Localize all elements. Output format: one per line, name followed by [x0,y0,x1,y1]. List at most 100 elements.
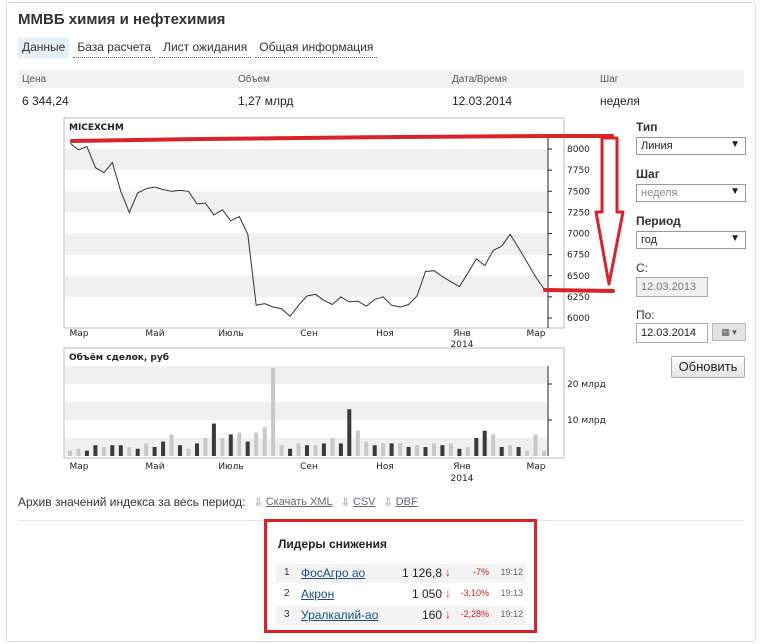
x-tick-label: Июль [218,329,243,339]
calendar-icon: ▦ ▾ [721,327,737,337]
volume-bar [499,447,504,456]
arrow-down-icon: ↓ [445,607,451,621]
volume-bar [195,443,199,456]
step-select[interactable]: неделя ▼ [636,184,746,202]
period-select[interactable]: год ▼ [636,231,746,249]
volume-y-ticks: 20 млрд 10 млрд [548,380,606,426]
volume-bar [508,445,513,456]
x-tick-label: Сен [300,462,318,472]
y-tick-label: 7000 [567,230,590,240]
x-tick-label: Сен [300,329,318,339]
leader-change: -3,10% [460,588,489,598]
download-xml-link[interactable]: Скачать XML [265,496,333,508]
red-annotation [70,134,625,293]
calendar-button[interactable]: ▦ ▾ [712,323,746,341]
archive-label: Архив значений индекса за весь период: [18,495,246,509]
price-y-ticks: 8000 7750 7500 7250 7000 6750 6500 6250 6000 [548,145,590,324]
type-select[interactable]: Линия ▼ [636,137,746,155]
leader-time: 19:12 [500,609,523,619]
download-icon: ⇩ [383,496,393,509]
arrow-down-icon: ↓ [445,586,451,600]
download-dbf-link[interactable]: DBF [395,496,418,508]
volume-bar [381,443,386,456]
download-icon: ⇩ [340,496,350,509]
volume-bars [68,367,546,456]
red-highlight-box [264,519,537,633]
chevron-down-icon: ▼ [730,233,740,244]
volume-bar [516,447,521,456]
step-label: Шаг [636,167,660,181]
volume-bar [296,443,301,456]
tab-general-info[interactable]: Общая информация [255,38,378,58]
volume-bar [313,445,318,456]
volume-chart-grid [65,366,547,456]
x-tick-label: Май [145,329,164,339]
leader-time: 19:13 [500,588,523,598]
y-tick-label: 8000 [567,145,590,155]
y-tick-label: 20 млрд [567,380,606,390]
tab-calc-base[interactable]: База расчета [73,38,156,58]
info-header-row: Цена Объем Дата/Время Шаг [18,70,744,88]
volume-bar [254,432,259,456]
annotation-down-arrow [594,136,625,286]
leaders-title: Лидеры снижения [278,537,387,551]
to-label: По: [636,308,655,322]
list-item: 2 Акрон 1 050 ↓ -3,10% 19:13 [276,585,526,604]
step-select-value: неделя [641,187,678,199]
download-icon: ⇩ [253,496,263,509]
volume-bar [474,438,479,456]
volume-bar [279,445,284,456]
annotation-bottom-line [543,288,615,293]
leader-rank: 1 [284,567,290,578]
grid-band [65,149,547,171]
volume-bar [203,438,208,456]
price-series-line [69,142,545,318]
list-item: 3 Уралкалий-ао 160 ↓ -2,28% 19:12 [276,606,526,625]
value-step: неделя [600,94,640,108]
grid-band [65,233,547,255]
value-volume: 1,27 млрд [238,94,294,108]
volume-bar [364,441,369,456]
x-tick-label: Май [145,462,164,472]
volume-bar [423,447,428,456]
header-step: Шаг [600,74,619,85]
volume-bar [262,427,267,456]
header-datetime: Дата/Время [452,74,508,85]
list-item: 1 ФосАгро ао 1 126,8 ↓ -7% 19:12 [276,564,526,583]
volume-bar [448,443,453,456]
from-date-field: 12.03.2013 [636,277,708,297]
value-datetime: 12.03.2014 [452,94,513,108]
volume-bar [152,447,157,456]
refresh-button[interactable]: Обновить [671,356,745,378]
volume-bar [161,441,166,456]
volume-bar [389,443,394,456]
download-csv-link[interactable]: CSV [352,496,376,508]
archive-row: Архив значений индекса за весь период: ⇩… [18,495,418,509]
leader-name-link[interactable]: Акрон [301,587,335,601]
to-date-field[interactable]: 12.03.2014 [636,323,708,343]
volume-bar [135,448,140,456]
header-price: Цена [22,74,47,85]
volume-bar [347,409,352,456]
price-chart: MICEXCHM 8000 7750 7500 7250 7000 6750 6500 625… [63,117,590,350]
volume-bar [237,432,242,456]
tab-waitlist[interactable]: Лист ожидания [159,38,252,58]
volume-bar [245,441,250,456]
tab-data[interactable]: Данные [18,38,70,58]
volume-bar [169,434,174,456]
volume-bar [211,423,216,456]
volume-bar [110,445,115,456]
volume-bar [372,445,377,456]
leader-time: 19:12 [500,567,523,577]
leader-name-link[interactable]: ФосАгро ао [301,566,366,580]
price-chart-title: MICEXCHM [69,123,124,133]
period-select-value: год [641,234,658,246]
volume-bar [76,448,81,456]
grid-band [65,275,547,297]
volume-bar [533,434,538,456]
leader-name-link[interactable]: Уралкалий-ао [301,608,379,622]
from-label: С: [636,261,648,275]
volume-bar [355,430,360,456]
x-tick-label: Мар [70,329,89,339]
y-tick-label: 6250 [567,293,590,303]
